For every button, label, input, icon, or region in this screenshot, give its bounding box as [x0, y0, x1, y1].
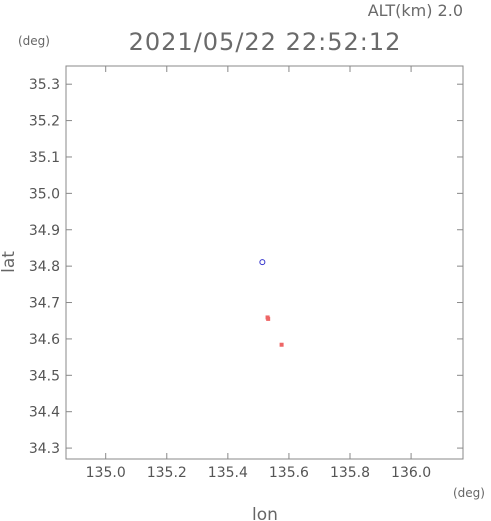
x-tick-label: 135.4 — [208, 465, 248, 481]
y-tick-label: 34.5 — [29, 368, 60, 384]
y-tick-label: 34.4 — [29, 405, 60, 421]
data-point — [279, 342, 284, 347]
data-points — [259, 259, 284, 347]
x-tick-label: 135.2 — [147, 465, 187, 481]
y-ticks: 34.3 34.4 34.5 34.6 34.7 34.8 34.9 35.0 35.1 35.2… — [29, 77, 463, 457]
x-axis-label: lon — [252, 505, 278, 521]
data-point — [266, 316, 271, 321]
y-tick-label: 35.2 — [29, 114, 60, 130]
y-tick-label: 34.7 — [29, 296, 60, 312]
y-tick-label: 34.9 — [29, 223, 60, 239]
x-ticks: 135.0 135.2 135.4 135.6 135.8 136.0 — [86, 66, 431, 481]
y-axis-label: lat — [0, 251, 19, 273]
x-unit-label: (deg) — [453, 486, 485, 500]
plot-frame — [65, 65, 464, 460]
data-point — [259, 259, 266, 266]
y-tick-label: 35.1 — [29, 150, 60, 166]
x-tick-label: 135.6 — [269, 465, 309, 481]
y-tick-label: 34.3 — [29, 441, 60, 457]
y-tick-label: 34.6 — [29, 332, 60, 348]
x-tick-label: 135.0 — [86, 465, 126, 481]
y-tick-label: 35.0 — [29, 186, 60, 202]
x-tick-label: 136.0 — [391, 465, 431, 481]
y-tick-label: 34.8 — [29, 259, 60, 275]
altitude-label: ALT(km) 2.0 — [368, 1, 463, 20]
y-unit-label: (deg) — [18, 34, 50, 48]
chart-title: 2021/05/22 22:52:12 — [129, 28, 402, 56]
y-tick-label: 35.3 — [29, 77, 60, 93]
x-tick-label: 135.8 — [330, 465, 370, 481]
